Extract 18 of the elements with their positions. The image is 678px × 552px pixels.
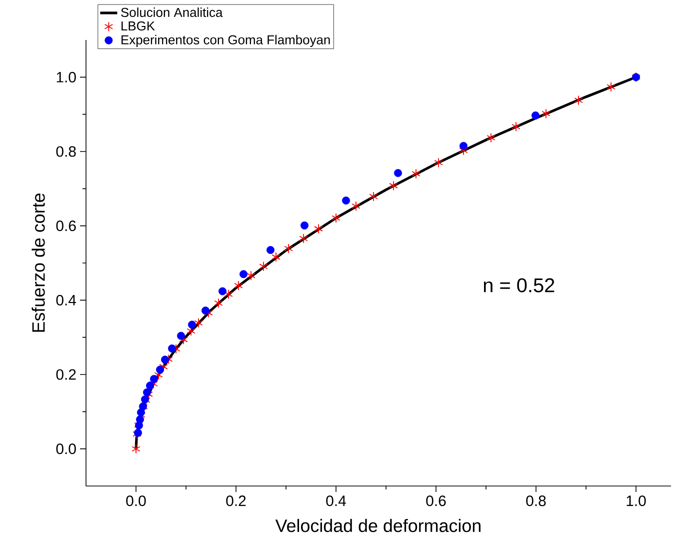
x-tick-label: 0.0 — [126, 496, 146, 506]
y-tick-label: 1.0 — [56, 72, 76, 82]
legend-label: Experimentos con Goma Flamboyan — [122, 34, 330, 47]
y-tick-label: 0.8 — [56, 146, 76, 157]
legend-label: LBGK — [122, 21, 155, 31]
x-tick-label: 0.8 — [526, 496, 546, 506]
y-axis-title: Esfuerzo de corte — [32, 194, 45, 332]
annotation: n = 0.52 — [484, 278, 554, 292]
y-tick-label: 0.4 — [56, 294, 76, 306]
x-tick-label: 0.6 — [426, 496, 446, 506]
x-axis-title: Velocidad de deformacion — [275, 518, 480, 532]
y-tick-label: 0.2 — [56, 369, 76, 380]
x-tick-label: 1.0 — [626, 496, 646, 506]
x-tick-label: 0.2 — [226, 496, 246, 506]
y-tick-label: 0.0 — [56, 444, 76, 454]
legend-label: Solucion Analitica — [121, 7, 223, 18]
y-tick-label: 0.6 — [56, 220, 76, 232]
x-tick-label: 0.4 — [326, 496, 346, 506]
